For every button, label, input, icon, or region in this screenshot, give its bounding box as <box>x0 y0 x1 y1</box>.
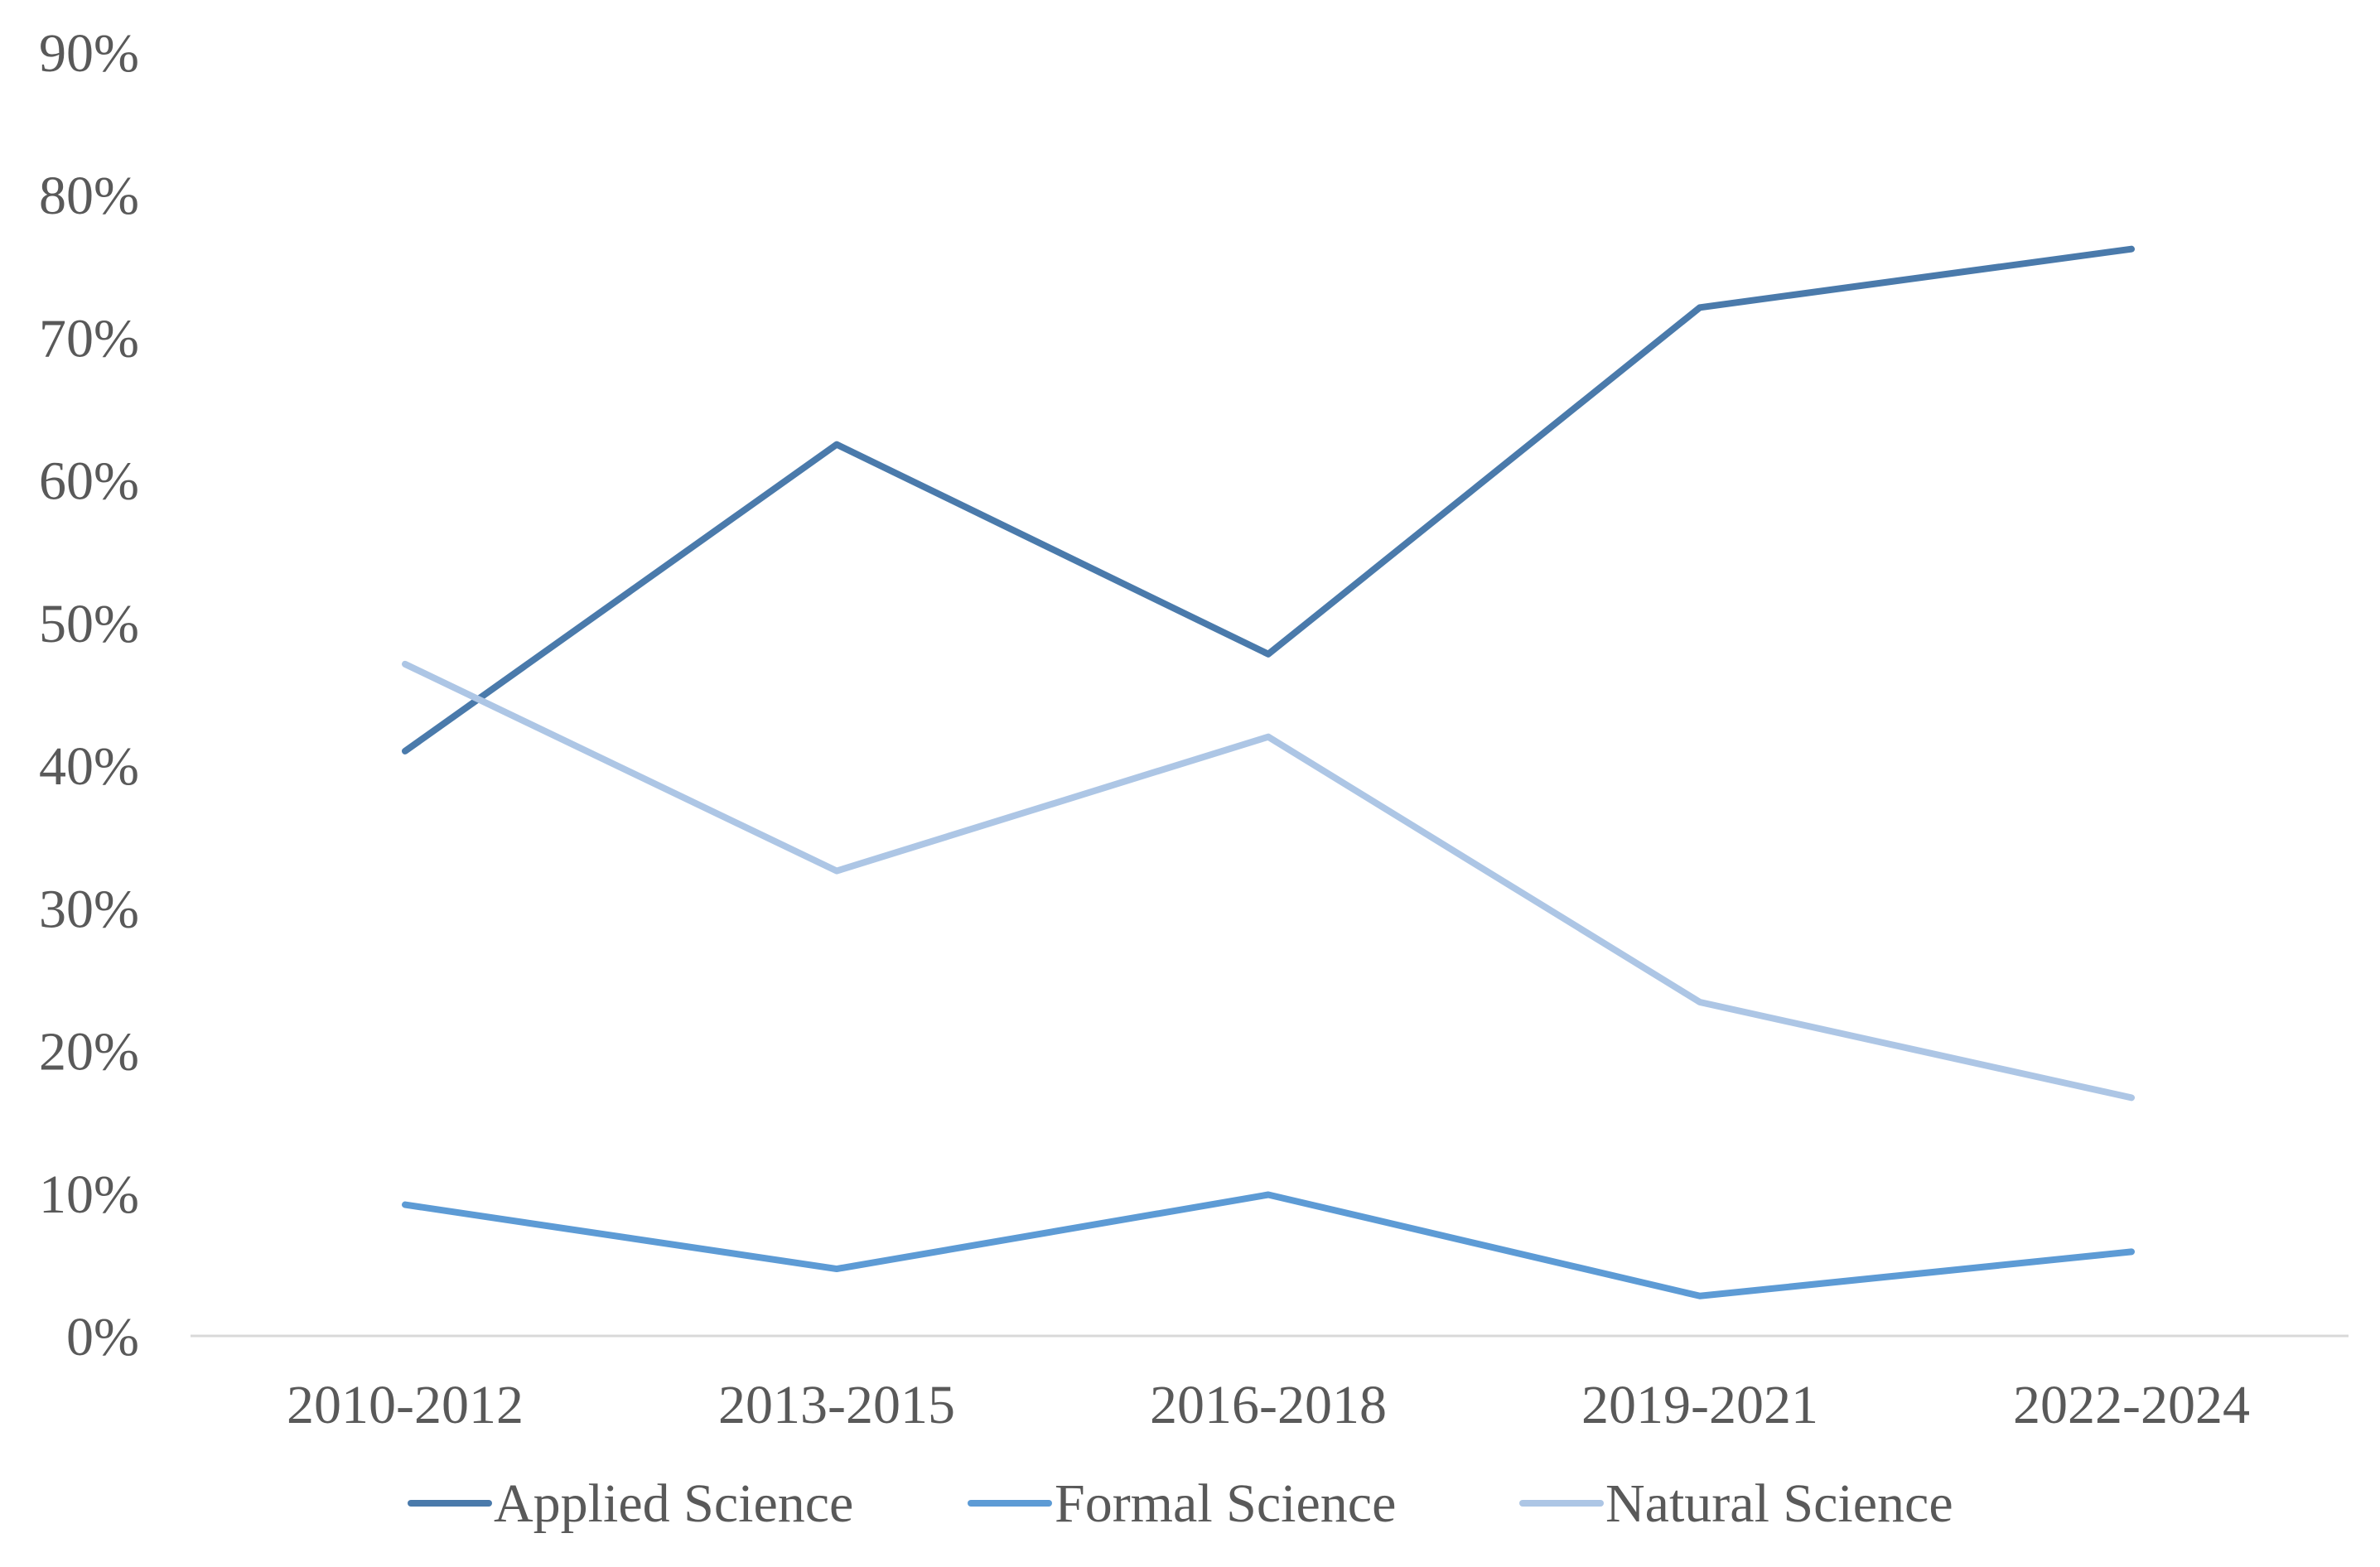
legend-label-natural-science: Natural Science <box>1605 1473 1953 1534</box>
x-tick-label: 2013-2015 <box>718 1375 955 1435</box>
plot-area <box>402 245 2135 1299</box>
y-tick-label: 70% <box>39 308 139 369</box>
x-tick-label: 2019-2021 <box>1581 1375 1818 1435</box>
y-tick-label: 10% <box>39 1164 139 1225</box>
x-tick-label: 2022-2024 <box>2013 1375 2250 1435</box>
series-line-applied-science <box>402 245 2135 755</box>
y-tick-label: 50% <box>39 594 139 654</box>
legend-label-formal-science: Formal Science <box>1055 1473 1396 1534</box>
y-tick-label: 40% <box>39 736 139 797</box>
legend-label-applied-science: Applied Science <box>494 1473 853 1534</box>
legend: Applied Science Formal Science Natural Sci… <box>408 1473 1953 1534</box>
y-tick-label: 90% <box>39 23 139 84</box>
x-tick-label: 2016-2018 <box>1150 1375 1387 1435</box>
y-axis-tick-labels: 0% 10% 20% 30% 40% 50% 60% 70% 80% 90% <box>39 23 139 1367</box>
series-line-formal-science <box>402 1191 2135 1299</box>
x-tick-label: 2010-2012 <box>287 1375 524 1435</box>
y-tick-label: 0% <box>66 1307 139 1367</box>
y-tick-label: 80% <box>39 166 139 226</box>
y-tick-label: 30% <box>39 879 139 939</box>
x-axis-tick-labels: 2010-2012 2013-2015 2016-2018 2019-2021 2022… <box>287 1375 2250 1435</box>
series-line-natural-science <box>402 660 2135 1102</box>
y-tick-label: 20% <box>39 1022 139 1082</box>
y-tick-label: 60% <box>39 451 139 512</box>
